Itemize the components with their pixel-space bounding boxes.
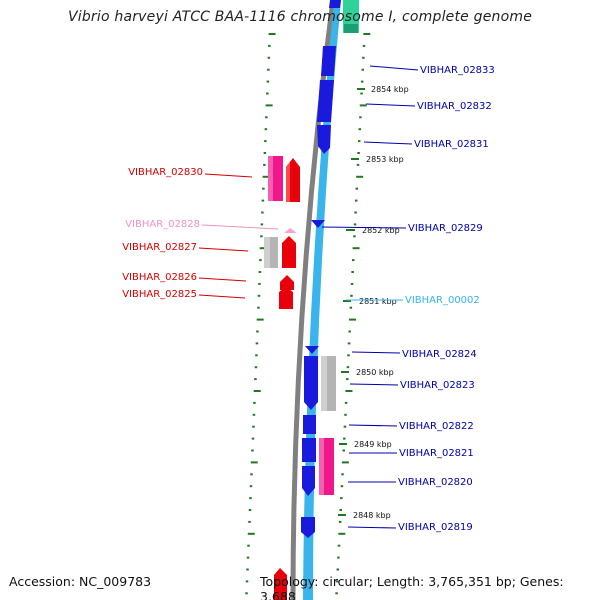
genome-title: Vibrio harveyi ATCC BAA-1116 chromosome …	[67, 9, 533, 25]
gene-arrow-reverse	[301, 517, 315, 538]
gene-arrow-forward	[279, 287, 293, 309]
gene-arrow-reverse	[305, 346, 319, 354]
gene-label[interactable]: VIBHAR_02820	[398, 477, 473, 488]
gene-arrow-reverse	[311, 220, 325, 228]
gene-arrow-reverse	[302, 466, 315, 496]
kbp-scale: 2854 kbp 2853 kbp 2852 kbp 2851 kbp 2850…	[338, 85, 409, 520]
gene-label[interactable]: VIBHAR_02827	[122, 242, 197, 253]
kbp-label: 2854 kbp	[371, 85, 409, 94]
gene-label[interactable]: VIBHAR_02824	[402, 349, 477, 360]
gene-arrow-reverse	[304, 356, 318, 410]
gene-arrow-reverse	[321, 46, 336, 76]
gene-label[interactable]: VIBHAR_00002	[405, 295, 480, 306]
gene-arrow-reverse	[317, 125, 331, 154]
reverse-strand-genes	[301, 0, 341, 538]
gene-label[interactable]: VIBHAR_02829	[408, 223, 483, 234]
gene-arrow-reverse	[303, 415, 316, 434]
gene-label[interactable]: VIBHAR_02823	[400, 380, 475, 391]
forward-strand-genes	[268, 156, 334, 600]
outer-tick-track-right	[335, 33, 371, 595]
kbp-label: 2850 kbp	[356, 368, 394, 377]
gene-arrow-forward	[282, 236, 296, 268]
right-gene-labels: VIBHAR_02833 VIBHAR_02832 VIBHAR_02831 V…	[321, 65, 495, 533]
kbp-label: 2853 kbp	[366, 155, 404, 164]
gene-label[interactable]: VIBHAR_02830	[128, 167, 203, 178]
kbp-label: 2852 kbp	[362, 226, 400, 235]
gene-arrow-forward	[280, 275, 294, 290]
gene-arrow-reverse	[317, 80, 334, 122]
gene-arrow-reverse	[329, 0, 341, 8]
kbp-label: 2851 kbp	[359, 297, 397, 306]
gene-label[interactable]: VIBHAR_02821	[399, 448, 474, 459]
gene-label[interactable]: VIBHAR_02825	[122, 289, 197, 300]
topology-label: Topology: circular; Length: 3,765,351 bp…	[260, 574, 564, 600]
accession-label: Accession: NC_009783	[9, 574, 152, 589]
gene-label[interactable]: VIBHAR_02822	[399, 421, 474, 432]
left-gene-labels: VIBHAR_02830 VIBHAR_02828 VIBHAR_02827 V…	[122, 167, 279, 300]
gene-arrow-forward	[274, 568, 287, 600]
gene-arrow-forward	[284, 228, 297, 233]
gene-arrow-reverse	[302, 438, 316, 462]
gene-label[interactable]: VIBHAR_02819	[398, 522, 473, 533]
kbp-label: 2848 kbp	[353, 511, 391, 520]
gene-label[interactable]: VIBHAR_02833	[420, 65, 495, 76]
gene-label[interactable]: VIBHAR_02826	[122, 272, 197, 283]
gene-label[interactable]: VIBHAR_02831	[414, 139, 489, 150]
gene-label[interactable]: VIBHAR_02832	[417, 101, 492, 112]
kbp-label: 2849 kbp	[354, 440, 392, 449]
inner-tick-track-left	[245, 33, 276, 595]
gene-label[interactable]: VIBHAR_02828	[125, 219, 200, 230]
